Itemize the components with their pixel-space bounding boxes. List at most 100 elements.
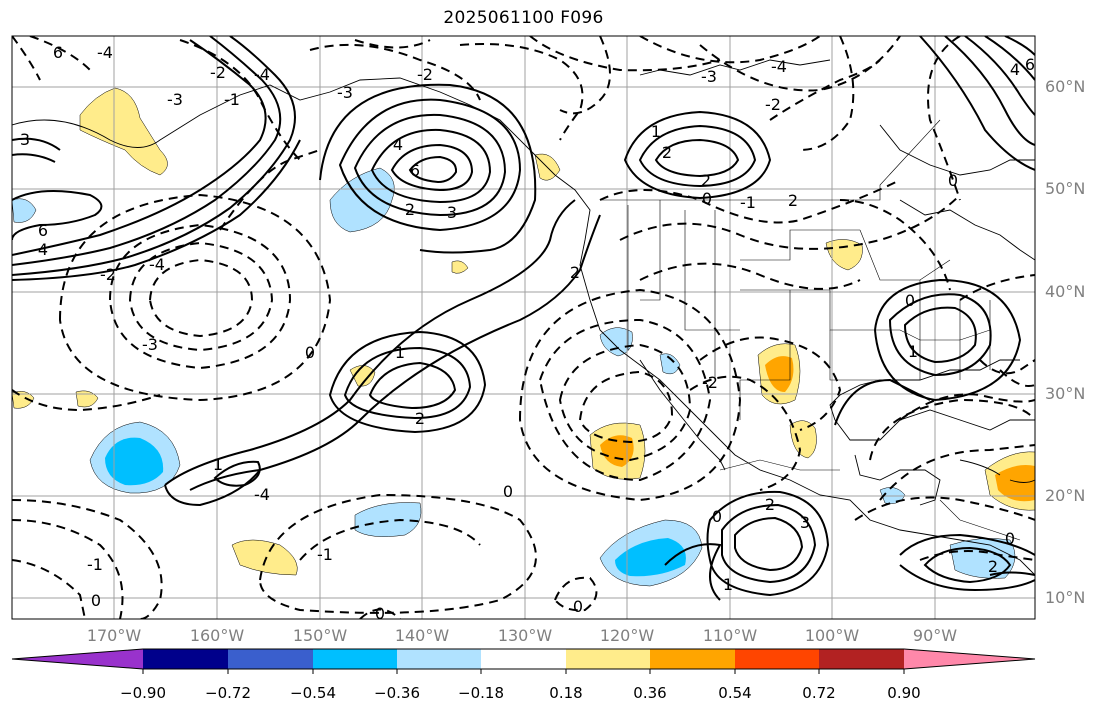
contour-label: 0 <box>503 482 513 501</box>
colorbar-segment <box>228 649 313 669</box>
contour-label: 0 <box>948 171 958 190</box>
contour-label: 2 <box>405 200 415 219</box>
shaded-anomalies <box>12 87 1035 587</box>
contour-label: -2 <box>417 65 433 84</box>
contour-label: 1 <box>723 575 733 594</box>
contour-label: 1 <box>213 455 223 474</box>
contour-label: 2 <box>415 409 425 428</box>
contour-label: -4 <box>149 255 165 274</box>
lon-label: 170°W <box>86 626 142 645</box>
shade-yellow-small2 <box>75 390 99 408</box>
contour-label: 3 <box>800 513 810 532</box>
contour-label: -2 <box>100 265 116 284</box>
contour-label: 0 <box>1005 529 1015 548</box>
contour-label: 2 <box>701 171 711 190</box>
contour-label: 2 <box>662 143 672 162</box>
lon-label: 130°W <box>497 626 553 645</box>
contour-label: 0 <box>712 507 722 526</box>
contour-label: 1 <box>651 122 661 141</box>
contour-label: 0 <box>91 591 101 610</box>
colorbar-tick-label: −0.36 <box>374 684 420 702</box>
lat-label: 20°N <box>1045 486 1086 505</box>
shade-blue-west <box>12 198 37 223</box>
shade-blue-socal <box>599 327 633 357</box>
contour-label: -3 <box>142 335 158 354</box>
contour-label: 2 <box>988 557 998 576</box>
lon-label: 150°W <box>292 626 348 645</box>
contour-label: 0 <box>573 597 583 616</box>
colorbar-tick-label: −0.18 <box>458 684 504 702</box>
lat-label: 60°N <box>1045 77 1086 96</box>
lat-label: 10°N <box>1045 588 1086 607</box>
shade-yellow-small3 <box>349 365 376 387</box>
contour-label: 0 <box>375 604 385 623</box>
lat-label: 40°N <box>1045 282 1086 301</box>
lat-label: 50°N <box>1045 179 1086 198</box>
colorbar-tick-label: −0.54 <box>290 684 336 702</box>
lon-label: 90°W <box>912 626 958 645</box>
contour-label: 3 <box>20 130 30 149</box>
lon-label: 160°W <box>189 626 245 645</box>
contour-label: -4 <box>97 43 113 62</box>
contour-labels: 6 4 3 2 2 1 0 2 -3 -4 4 6 -2 3 6 -4 -3 -… <box>20 43 1035 623</box>
contour-label: 6 <box>53 43 63 62</box>
colorbar-tick-label: 0.18 <box>549 684 583 702</box>
lon-label: 100°W <box>804 626 860 645</box>
lat-label: 30°N <box>1045 384 1086 403</box>
contour-label: -4 <box>254 485 270 504</box>
shade-yellow-small4 <box>451 260 469 274</box>
contour-label: 4 <box>38 240 48 259</box>
colorbar-segment <box>143 649 228 669</box>
colorbar-segment <box>819 649 904 669</box>
contour-label: -4 <box>771 57 787 76</box>
map-frame <box>11 35 1036 620</box>
contour-label: -3 <box>701 67 717 86</box>
contour-label: 3 <box>447 203 457 222</box>
contour-label: 2 <box>788 191 798 210</box>
contour-label: 6 <box>38 221 48 240</box>
contour-label: 4 <box>393 135 403 154</box>
shade-yellow-south <box>231 539 298 576</box>
contour-label: -1 <box>740 193 756 212</box>
political-borders <box>600 119 1021 541</box>
colorbar-tick-label: −0.90 <box>120 684 166 702</box>
contour-label: -1 <box>224 90 240 109</box>
colorbar-extend-high <box>904 649 1035 669</box>
shade-blue-hawaii-core <box>105 437 164 486</box>
shade-orange-nm <box>765 356 794 392</box>
shade-orange-baja <box>600 435 634 467</box>
positive-contours <box>12 36 1035 601</box>
contour-label: 0 <box>905 291 915 310</box>
contour-label: 6 <box>410 161 420 180</box>
shade-blue-pacific-core <box>615 538 686 577</box>
contour-label: 4 <box>1010 60 1020 79</box>
shade-yellow-tx <box>789 420 817 459</box>
lon-label: 110°W <box>702 626 758 645</box>
contour-label: 0 <box>702 189 712 208</box>
contour-label: 1 <box>908 342 918 361</box>
colorbar-tick-label: −0.72 <box>205 684 251 702</box>
contour-label: -3 <box>167 90 183 109</box>
contour-label: -4 <box>254 65 270 84</box>
shade-blue-gulfca <box>659 353 681 375</box>
shade-yellow-alaska <box>79 87 168 176</box>
contour-label: -2 <box>210 63 226 82</box>
negative-contours <box>12 36 1035 619</box>
contour-label: 2 <box>765 495 775 514</box>
colorbar-tick-label: 0.90 <box>887 684 921 702</box>
colorbar-segment <box>566 649 650 669</box>
shade-yellow-small1 <box>12 391 35 409</box>
colorbar-segment <box>397 649 481 669</box>
shade-orange-carib <box>995 465 1035 502</box>
contour-label: -2 <box>765 95 781 114</box>
contour-label: -1 <box>87 555 103 574</box>
colorbar <box>11 648 1036 674</box>
contour-label: 2 <box>570 263 580 282</box>
contour-label: -1 <box>317 545 333 564</box>
lon-label: 120°W <box>599 626 655 645</box>
colorbar-segment <box>650 649 735 669</box>
colorbar-segment <box>481 649 566 669</box>
colorbar-extend-low <box>12 649 143 669</box>
colorbar-tick-label: 0.36 <box>633 684 667 702</box>
